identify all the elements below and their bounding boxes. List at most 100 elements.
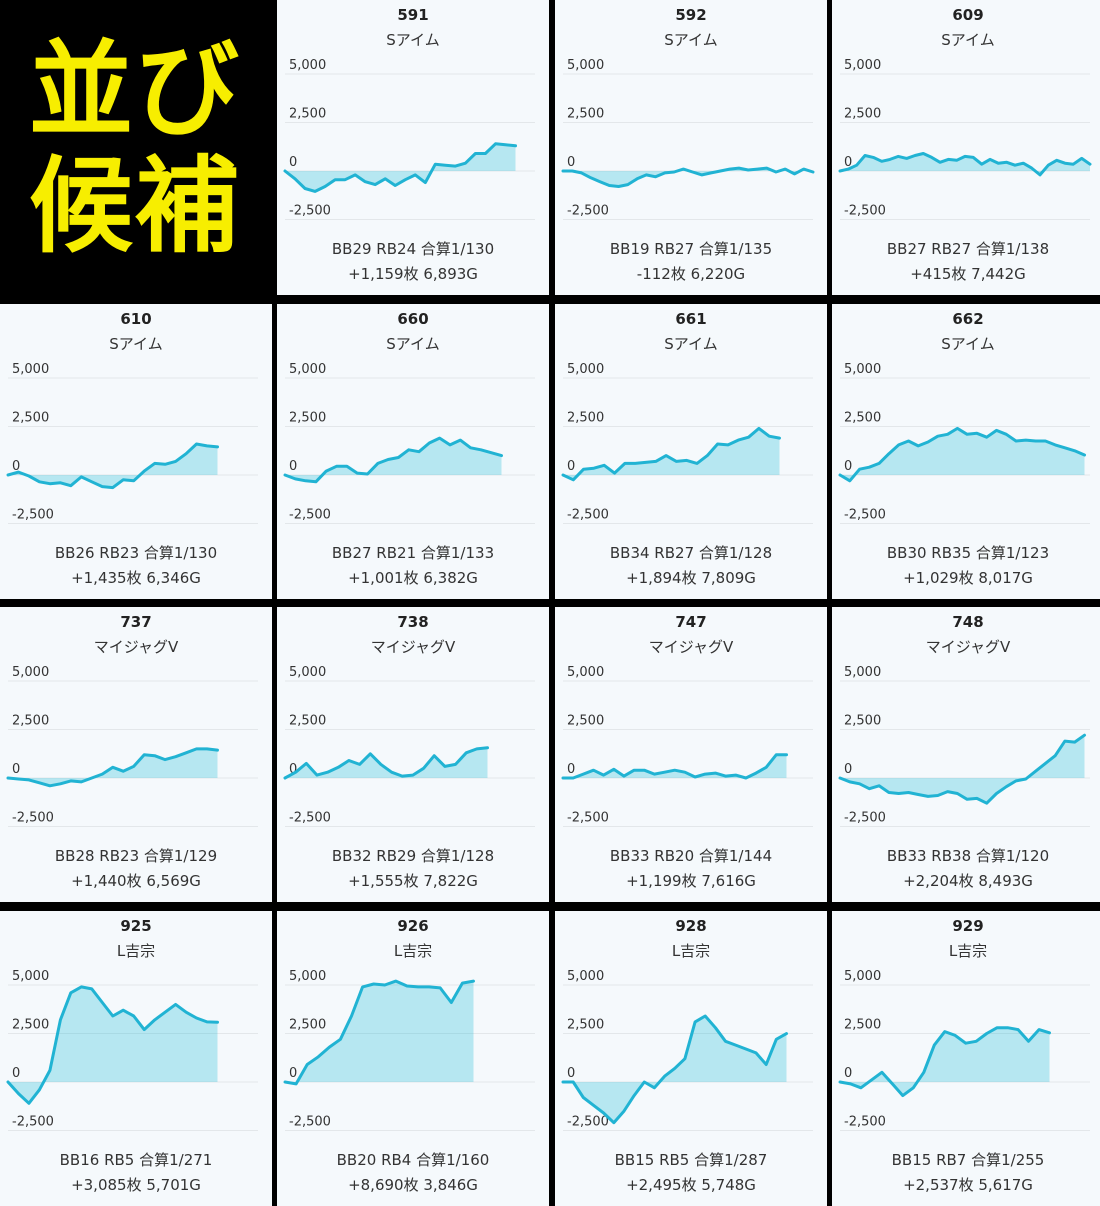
stats-result: +415枚 7,442G [910,265,1026,283]
chart-svg: 609 Sアイム 5,000 2,500 0 -2,500 BB27 RB27 合算1/13… [838,6,1092,283]
machine-model: Sアイム [386,31,439,49]
chart-svg: 926 L吉宗 5,000 2,500 0 -2,500 BB20 RB4 合算1/160 +… [283,917,535,1194]
stats-bonus: BB28 RB23 合算1/129 [55,847,217,865]
chart-panel-929: 929 L吉宗 5,000 2,500 0 -2,500 BB15 RB7 合算1/255 +… [832,911,1100,1206]
chart-panel-661: 661 Sアイム 5,000 2,500 0 -2,500 BB34 RB27 合算1/12… [555,304,827,599]
machine-number: 747 [675,613,706,631]
title-line-1: 並び [28,28,241,151]
machine-number: 926 [397,917,428,935]
y-tick-label: 2,500 [844,411,881,426]
y-tick-label: 0 [567,459,575,474]
y-tick-label: 0 [844,155,852,170]
chart-svg: 661 Sアイム 5,000 2,500 0 -2,500 BB34 RB27 合算1/12… [561,310,813,587]
y-tick-label: 5,000 [289,969,326,984]
y-tick-label: -2,500 [844,204,886,219]
stats-result: +3,085枚 5,701G [71,1176,201,1194]
stats-bonus: BB33 RB20 合算1/144 [610,847,772,865]
y-tick-label: 0 [567,155,575,170]
stats-result: +8,690枚 3,846G [348,1176,478,1194]
series-area [285,981,474,1084]
y-tick-label: 0 [12,762,20,777]
series-area [840,428,1085,481]
chart-svg: 660 Sアイム 5,000 2,500 0 -2,500 BB27 RB21 合算1/13… [283,310,535,587]
series-area [8,986,218,1104]
chart-panel-591: 591 Sアイム 5,000 2,500 0 -2,500 BB29 RB24 合算1/13… [277,0,549,295]
y-tick-label: 2,500 [567,714,604,729]
stats-bonus: BB26 RB23 合算1/130 [55,544,217,562]
y-tick-label: -2,500 [567,508,609,523]
y-tick-label: -2,500 [567,1115,609,1130]
y-tick-label: -2,500 [289,811,331,826]
machine-model: L吉宗 [117,942,155,960]
chart-panel-662: 662 Sアイム 5,000 2,500 0 -2,500 BB30 RB35 合算1/12… [832,304,1100,599]
y-tick-label: -2,500 [289,1115,331,1130]
y-tick-label: 2,500 [12,411,49,426]
machine-number: 929 [952,917,983,935]
y-tick-label: 2,500 [567,1018,604,1033]
machine-model: L吉宗 [949,942,987,960]
stats-bonus: BB15 RB7 合算1/255 [892,1151,1045,1169]
stats-bonus: BB15 RB5 合算1/287 [615,1151,768,1169]
chart-svg: 610 Sアイム 5,000 2,500 0 -2,500 BB26 RB23 合算1/13… [6,310,258,587]
stats-result: +1,435枚 6,346G [71,569,201,587]
y-tick-label: 2,500 [844,714,881,729]
y-tick-label: 5,000 [567,58,604,73]
y-tick-label: -2,500 [289,204,331,219]
machine-model: マイジャグV [94,638,179,656]
chart-svg: 591 Sアイム 5,000 2,500 0 -2,500 BB29 RB24 合算1/13… [283,6,535,283]
machine-number: 738 [397,613,428,631]
machine-number: 661 [675,310,706,328]
stats-bonus: BB34 RB27 合算1/128 [610,544,772,562]
chart-panel-592: 592 Sアイム 5,000 2,500 0 -2,500 BB19 RB27 合算1/13… [555,0,827,295]
y-tick-label: 0 [567,762,575,777]
y-tick-label: -2,500 [289,508,331,523]
chart-panel-748: 748 マイジャグV 5,000 2,500 0 -2,500 BB33 RB38 合算1/… [832,607,1100,902]
chart-panel-928: 928 L吉宗 5,000 2,500 0 -2,500 BB15 RB5 合算1/287 +… [555,911,827,1206]
chart-svg: 747 マイジャグV 5,000 2,500 0 -2,500 BB33 RB20 合算1/… [561,613,813,890]
y-tick-label: -2,500 [12,811,54,826]
stats-bonus: BB27 RB27 合算1/138 [887,240,1049,258]
machine-number: 610 [120,310,151,328]
machine-number: 662 [952,310,983,328]
machine-number: 748 [952,613,983,631]
y-tick-label: 0 [844,459,852,474]
y-tick-label: -2,500 [12,1115,54,1130]
stats-result: +2,204枚 8,493G [903,872,1033,890]
chart-panel-609: 609 Sアイム 5,000 2,500 0 -2,500 BB27 RB27 合算1/13… [832,0,1100,295]
chart-panel-738: 738 マイジャグV 5,000 2,500 0 -2,500 BB32 RB29 合算1/… [277,607,549,902]
machine-model: Sアイム [664,335,717,353]
machine-model: Sアイム [386,335,439,353]
series-line [838,733,1086,805]
stats-bonus: BB19 RB27 合算1/135 [610,240,772,258]
series-line [283,142,517,193]
machine-number: 928 [675,917,706,935]
y-tick-label: 5,000 [844,969,881,984]
y-tick-label: 5,000 [12,362,49,377]
stats-bonus: BB27 RB21 合算1/133 [332,544,494,562]
chart-panel-747: 747 マイジャグV 5,000 2,500 0 -2,500 BB33 RB20 合算1/… [555,607,827,902]
y-tick-label: 2,500 [289,107,326,122]
y-tick-label: 2,500 [567,107,604,122]
machine-model: マイジャグV [371,638,456,656]
series-line [6,442,219,490]
stats-result: +1,555枚 7,822G [348,872,478,890]
y-tick-label: 5,000 [844,58,881,73]
y-tick-label: 2,500 [289,1018,326,1033]
chart-panel-925: 925 L吉宗 5,000 2,500 0 -2,500 BB16 RB5 合算1/271 +… [0,911,272,1206]
series-line [561,426,781,482]
chart-svg: 929 L吉宗 5,000 2,500 0 -2,500 BB15 RB7 合算1/255 +… [838,917,1090,1194]
machine-model: Sアイム [941,335,994,353]
y-tick-label: -2,500 [844,1115,886,1130]
y-tick-label: 0 [289,1066,297,1081]
y-tick-label: 2,500 [12,714,49,729]
chart-panel-737: 737 マイジャグV 5,000 2,500 0 -2,500 BB28 RB23 合算1/… [0,607,272,902]
y-tick-label: -2,500 [844,811,886,826]
y-tick-label: 2,500 [567,411,604,426]
series-line [283,746,489,780]
y-tick-label: 5,000 [567,665,604,680]
machine-model: Sアイム [941,31,994,49]
stats-result: +2,495枚 5,748G [626,1176,756,1194]
series-area [285,747,488,778]
y-tick-label: 2,500 [289,411,326,426]
y-tick-label: 5,000 [12,969,49,984]
